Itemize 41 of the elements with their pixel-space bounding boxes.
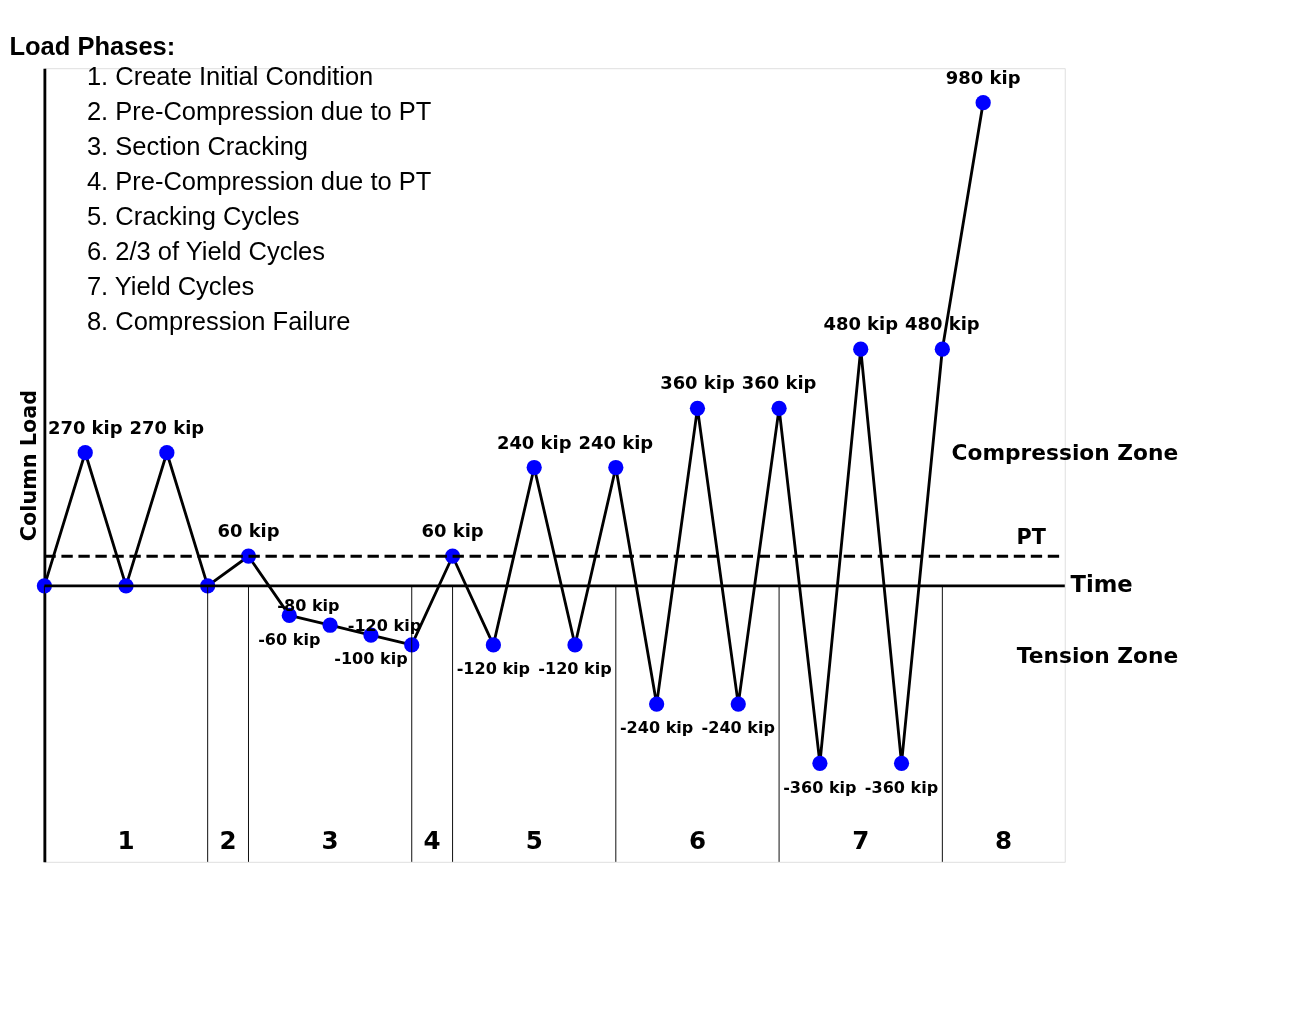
x-axis-title: Time: [1070, 571, 1133, 598]
annotation: 6: [688, 825, 706, 855]
annotation: 2: [219, 825, 237, 855]
data-label: 360 kip: [660, 372, 735, 394]
annotation: 8: [995, 825, 1013, 855]
y-axis-title: Column Load: [17, 389, 42, 542]
annotation: 1. Create Initial Condition: [86, 62, 374, 91]
data-label: 240 kip: [578, 431, 654, 453]
data-label: 60 kip: [217, 520, 280, 542]
data-label: 480 kip: [905, 313, 980, 335]
data-label: -120 kip: [456, 659, 531, 679]
annotation: 5. Cracking Cycles: [86, 202, 300, 231]
annotation: Compression Zone: [951, 440, 1179, 466]
annotation: 1: [117, 825, 135, 855]
data-label: 270 kip: [129, 416, 205, 438]
annotation: 4: [423, 825, 441, 855]
annotation: 6. 2/3 of Yield Cycles: [86, 237, 326, 266]
annotation: 5: [525, 825, 543, 855]
data-label: 60 kip: [421, 520, 484, 542]
data-label: 240 kip: [496, 431, 572, 453]
data-label: -100 kip: [334, 649, 408, 669]
ref-line-label: PT: [1016, 524, 1047, 549]
chart-title: Load Phases:: [9, 31, 176, 60]
data-label: -60 kip: [258, 629, 321, 649]
annotation: 3: [321, 825, 339, 855]
data-label: 980 kip: [945, 66, 1021, 88]
data-label: -360 kip: [864, 777, 939, 797]
annotation: 7. Yield Cycles: [86, 271, 255, 300]
annotation: 2. Pre-Compression due to PT: [86, 97, 432, 126]
annotation: 7: [852, 825, 870, 855]
data-label: -240 kip: [619, 718, 694, 738]
data-label: 360 kip: [741, 372, 817, 394]
data-label: -360 kip: [783, 777, 857, 797]
annotation: 3. Section Cracking: [86, 132, 309, 161]
annotation: 8. Compression Failure: [86, 306, 351, 335]
data-label: 270 kip: [47, 416, 123, 438]
data-label: -120 kip: [538, 659, 612, 679]
text: Tension Zone: [1016, 643, 1179, 669]
annotation: 4. Pre-Compression due to PT: [86, 167, 432, 196]
data-label: 480 kip: [823, 313, 899, 335]
data-label: -240 kip: [701, 718, 775, 738]
